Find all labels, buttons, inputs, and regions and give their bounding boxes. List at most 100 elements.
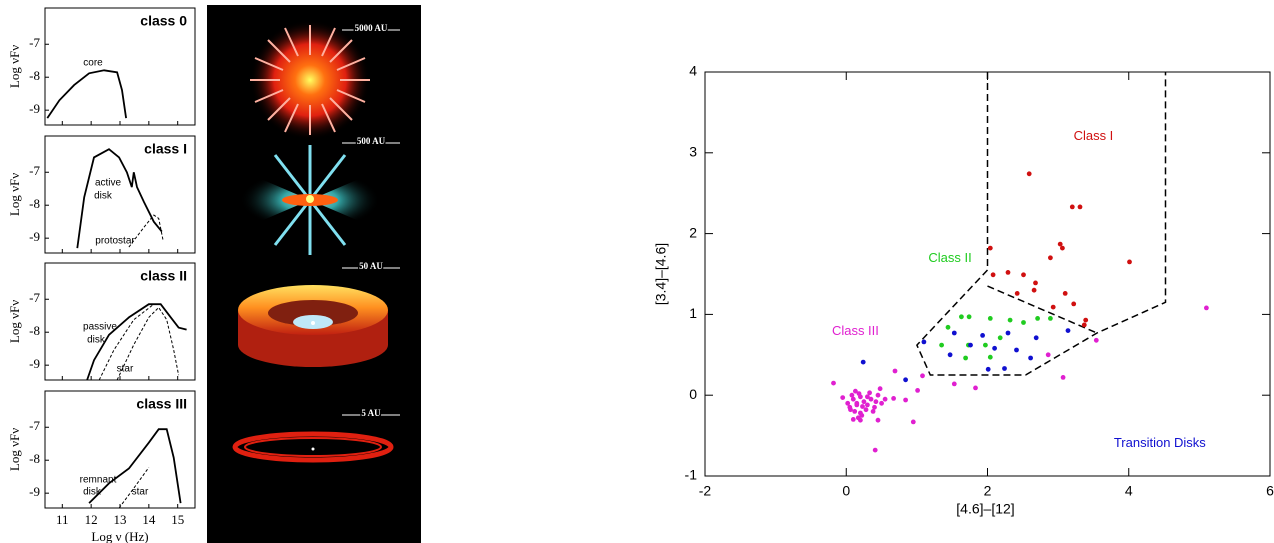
x-tick-label: 4 <box>1125 483 1133 499</box>
panel-title: class II <box>140 268 187 284</box>
point <box>876 393 881 398</box>
y-tick-label: 0 <box>689 386 697 402</box>
point <box>1027 171 1032 176</box>
panel-title: class I <box>144 141 187 157</box>
sed-curve <box>47 70 126 118</box>
annotation: star <box>132 487 149 498</box>
x-axis-label: [4.6]–[12] <box>956 501 1014 517</box>
point <box>861 360 866 365</box>
point <box>848 407 853 412</box>
point <box>903 398 908 403</box>
x-tick-label: 15 <box>171 512 184 527</box>
scale-label: 500 AU <box>357 136 386 146</box>
point <box>865 394 870 399</box>
point <box>959 314 964 319</box>
point <box>883 397 888 402</box>
x-tick-label: -2 <box>699 483 712 499</box>
point <box>891 396 896 401</box>
annotation: star <box>117 364 134 375</box>
y-tick-label: 1 <box>689 305 697 321</box>
region-label: Class III <box>832 323 879 338</box>
boundary-line <box>988 286 1098 333</box>
point <box>858 418 863 423</box>
class0-illustration <box>250 20 370 140</box>
point <box>1066 328 1071 333</box>
panel-title: class 0 <box>140 13 187 29</box>
point <box>1078 205 1083 210</box>
point <box>871 409 876 414</box>
point <box>1006 270 1011 275</box>
point <box>878 386 883 391</box>
y-axis-label: Log νFν <box>7 300 22 343</box>
y-tick-label: -8 <box>29 196 40 211</box>
scale-label: 50 AU <box>359 261 383 271</box>
point <box>858 411 863 416</box>
point <box>967 314 972 319</box>
annotation: remnant <box>80 475 117 486</box>
point <box>1033 281 1038 286</box>
point <box>980 333 985 338</box>
point <box>973 386 978 391</box>
point <box>1008 318 1013 323</box>
x-tick-label: 13 <box>114 512 127 527</box>
y-tick-label: -9 <box>29 356 40 371</box>
region-label: Class II <box>928 250 971 265</box>
point <box>948 352 953 357</box>
point <box>1071 302 1076 307</box>
point <box>1060 246 1065 251</box>
point <box>876 418 881 423</box>
point <box>1048 316 1053 321</box>
point <box>852 409 857 414</box>
point <box>1048 255 1053 260</box>
point <box>1070 205 1075 210</box>
point <box>915 388 920 393</box>
point <box>922 340 927 345</box>
x-tick-label: 12 <box>85 512 98 527</box>
point <box>879 401 884 406</box>
point <box>1061 375 1066 380</box>
annotation: disk <box>94 191 113 202</box>
y-axis-label: Log νFν <box>7 173 22 216</box>
point <box>1063 291 1068 296</box>
region-label: Transition Disks <box>1114 435 1206 450</box>
point <box>983 343 988 348</box>
x-tick-label: 6 <box>1266 483 1274 499</box>
x-tick-label: 2 <box>984 483 992 499</box>
y-tick-label: -7 <box>29 35 40 50</box>
sed-curve <box>77 149 162 248</box>
point <box>865 403 870 408</box>
y-tick-label: -7 <box>29 163 40 178</box>
annotation: active <box>95 178 122 189</box>
scale-label: 5 AU <box>361 408 381 418</box>
region-label: Class I <box>1074 128 1114 143</box>
point <box>952 331 957 336</box>
point <box>853 389 858 394</box>
point <box>1046 352 1051 357</box>
point <box>854 403 859 408</box>
y-tick-label: -8 <box>29 451 40 466</box>
point <box>1035 316 1040 321</box>
point <box>939 343 944 348</box>
x-axis-label: Log ν (Hz) <box>91 529 148 543</box>
point <box>946 325 951 330</box>
y-tick-label: -8 <box>29 323 40 338</box>
y-tick-label: -8 <box>29 68 40 83</box>
point <box>872 405 877 410</box>
point <box>988 316 993 321</box>
figure: 5000 AU 500 AU 50 AU 5 AU -7 -8 -9 Log νFν clas… <box>0 0 1274 543</box>
point <box>1021 272 1026 277</box>
point <box>845 401 850 406</box>
point <box>991 272 996 277</box>
point <box>963 356 968 361</box>
point <box>851 417 856 422</box>
point <box>911 420 916 425</box>
point <box>1204 306 1209 311</box>
scale-label: 5000 AU <box>355 23 388 33</box>
point <box>1014 348 1019 353</box>
point <box>903 377 908 382</box>
point <box>1002 366 1007 371</box>
point <box>1032 288 1037 293</box>
point <box>850 393 855 398</box>
point <box>1028 356 1033 361</box>
point <box>893 369 898 374</box>
